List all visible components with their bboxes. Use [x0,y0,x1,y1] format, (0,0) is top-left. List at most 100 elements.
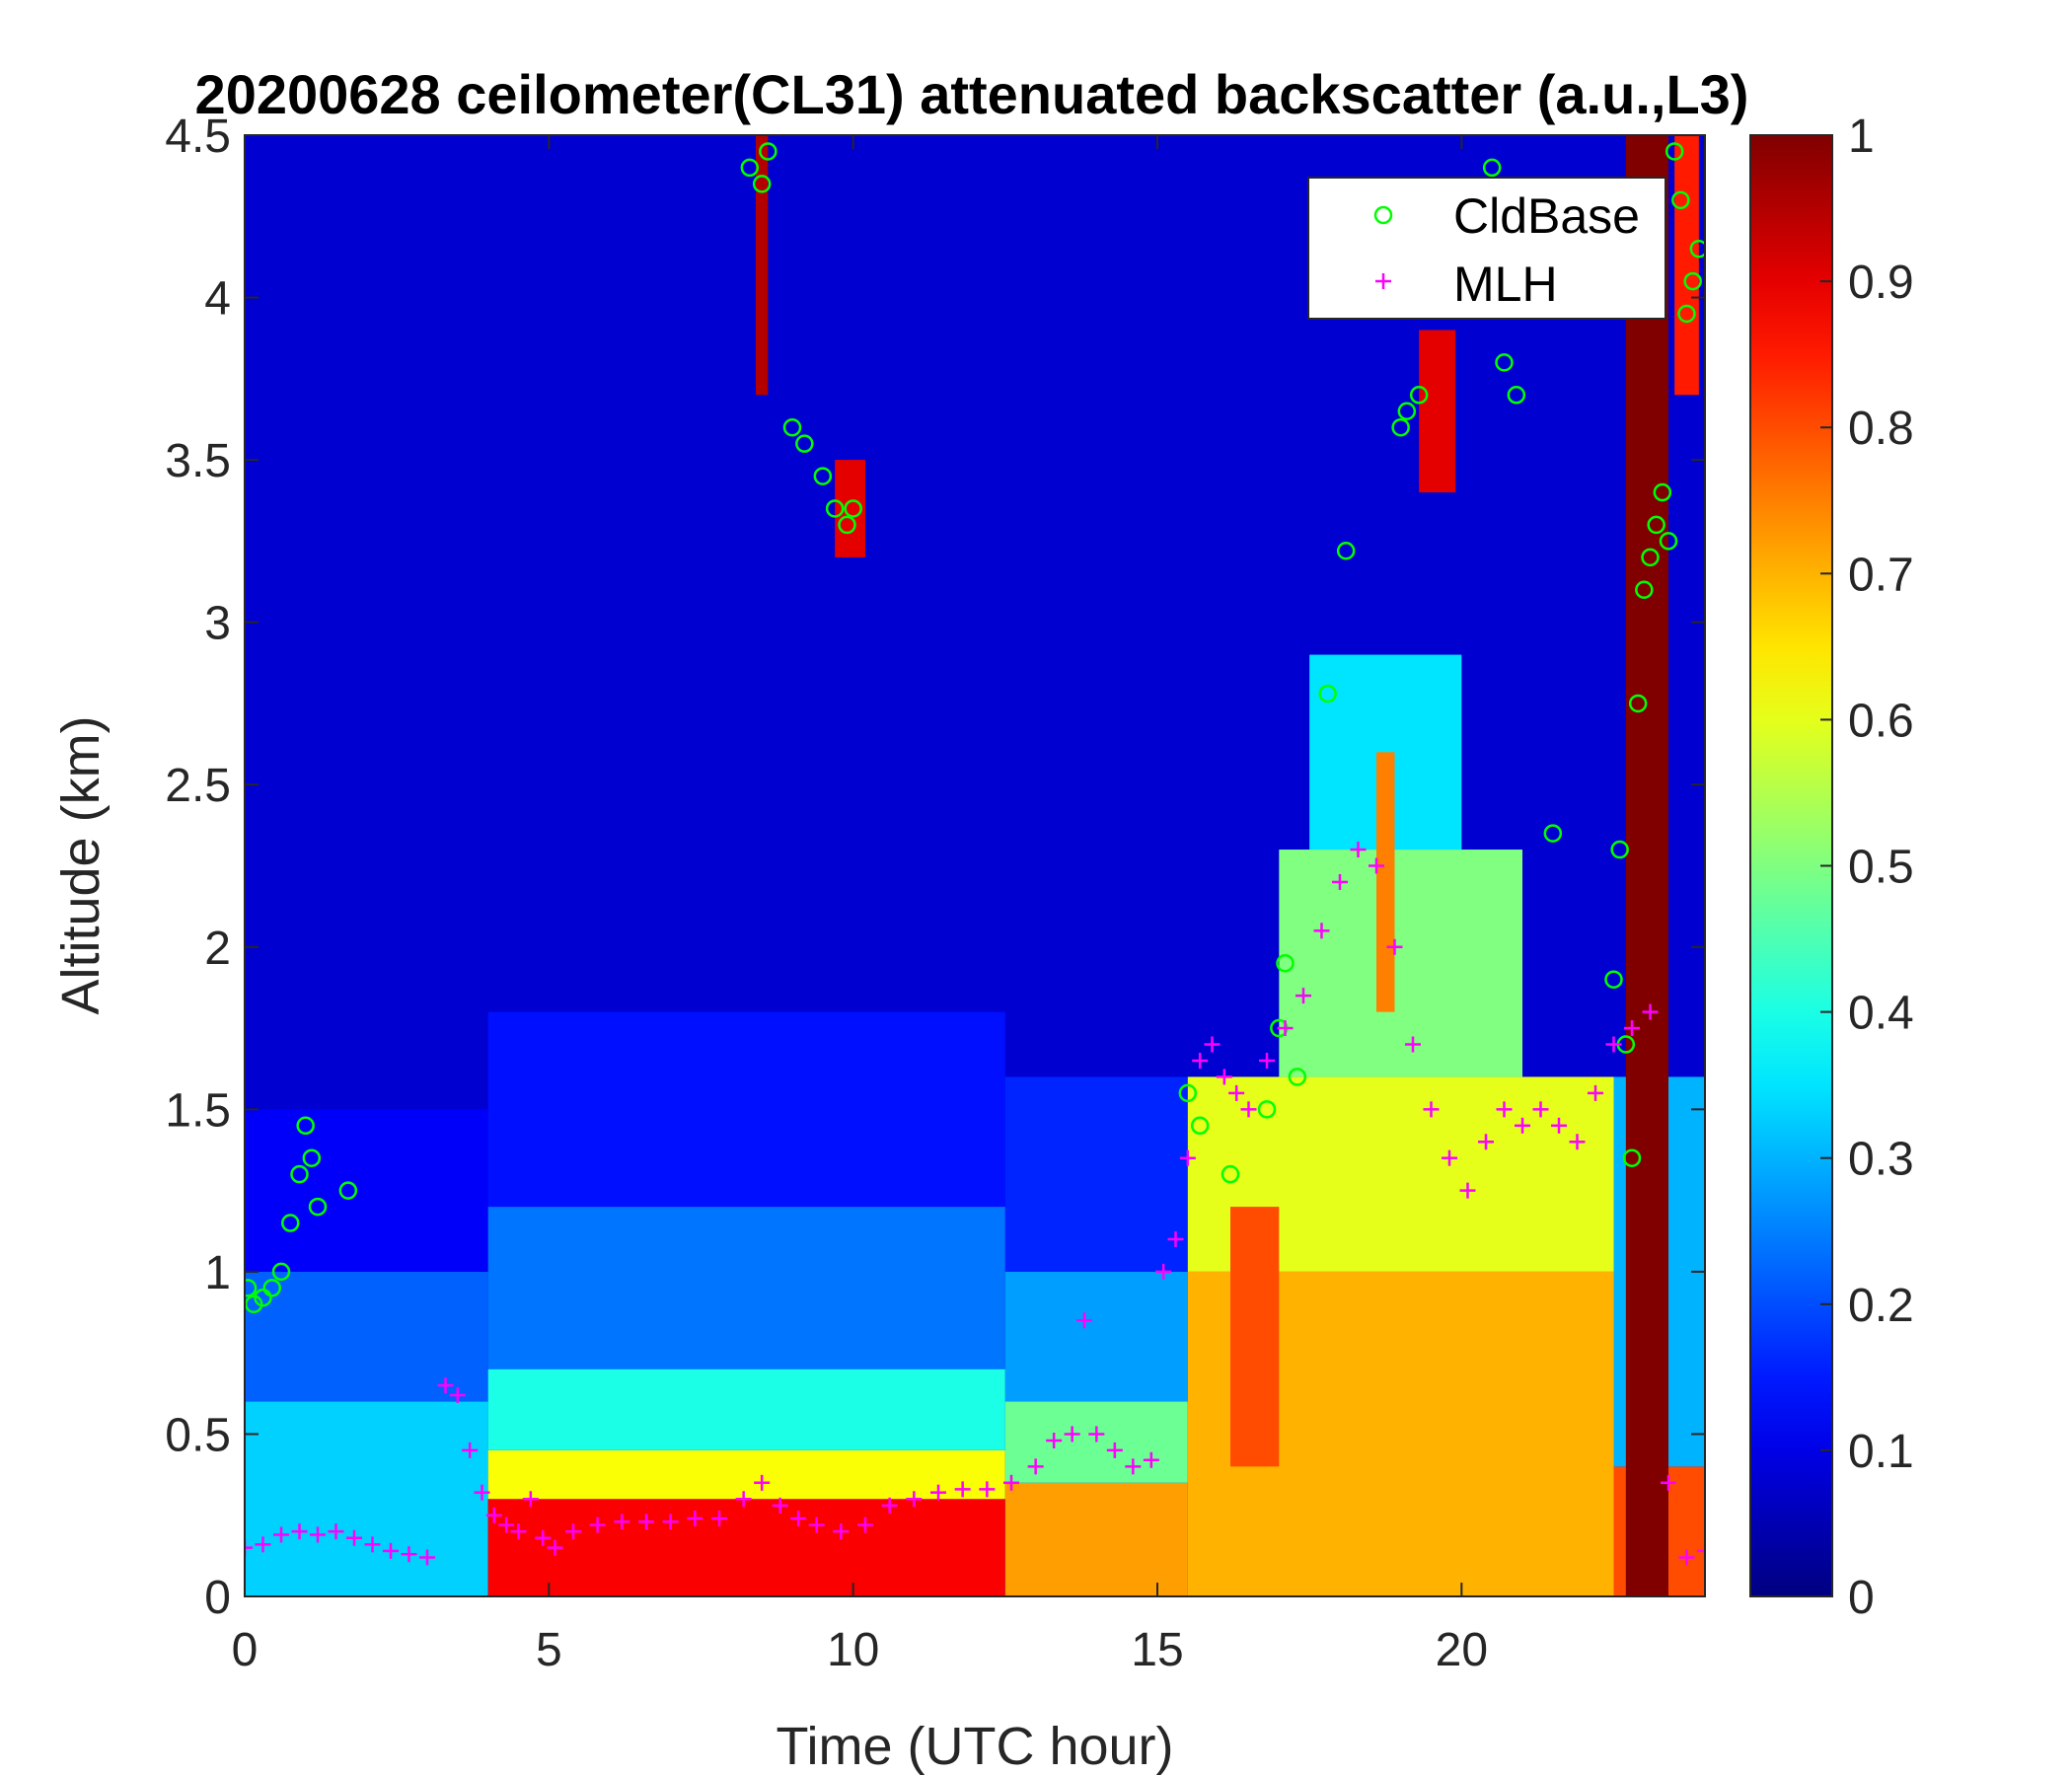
cldbase-point-19 [844,499,862,518]
heatmap-cell-18 [1625,135,1668,1596]
y-tick-label-7: 3.5 [165,435,231,487]
y-tick-label-5: 2.5 [165,760,231,812]
x-tick-label-2: 10 [827,1624,879,1676]
cldbase-point-50 [1689,239,1705,259]
heatmap-cell-6 [487,1207,1005,1369]
heatmap-cell-4 [487,1449,1005,1500]
heatmap-cell-5 [487,1369,1005,1450]
mlh-point-69 [1478,1134,1494,1150]
x-tick-label-4: 20 [1436,1624,1488,1676]
mlh-point-3 [291,1523,308,1540]
mlh-point-61 [1332,873,1348,890]
y-tick-label-6: 3 [204,598,231,650]
mlh-point-73 [1551,1117,1567,1134]
mlh-point-5 [328,1523,344,1540]
cldbase-point-46 [1665,142,1684,161]
cldbase-point-9 [308,1197,328,1217]
cldbase-point-36 [1604,970,1623,989]
mlh-point-28 [735,1491,752,1508]
mlh-point-56 [1240,1101,1257,1118]
mlh-point-58 [1277,1020,1294,1037]
mlh-point-4 [310,1526,326,1543]
colorbar-tick-label-2: 0.2 [1848,1280,1914,1332]
mlh-point-12 [449,1386,466,1403]
heatmap-cell-21 [756,135,769,396]
cldbase-point-3 [262,1279,281,1297]
plot-area [244,134,1706,1597]
colorbar-tick-label-6: 0.6 [1848,695,1914,747]
mlh-point-43 [1064,1426,1080,1443]
colorbar-gradient [1750,135,1832,1596]
legend: CldBase MLH [1307,177,1666,320]
cldbase-point-25 [1276,953,1295,973]
cldbase-point-27 [1318,684,1337,703]
y-axis-label: Altitude (km) [51,715,111,1014]
mlh-point-22 [589,1517,606,1533]
mlh-point-41 [1027,1458,1044,1475]
x-axis-label: Time (UTC hour) [776,1717,1173,1776]
mlh-point-75 [1588,1084,1603,1101]
mlh-point-8 [383,1542,399,1559]
cldbase-point-49 [1683,271,1702,291]
mlh-point-0 [245,1539,253,1556]
heatmap-cell-8 [1004,1482,1188,1596]
mlh-point-9 [401,1546,417,1563]
mlh-point-48 [1143,1451,1159,1468]
cldbase-point-8 [302,1148,322,1167]
mlh-point-29 [754,1474,771,1491]
cldbase-point-17 [825,499,845,518]
y-tick-label-0: 0 [204,1572,231,1624]
cldbase-point-34 [1507,386,1526,405]
cldbase-point-44 [1653,482,1672,502]
x-tick-label-3: 15 [1131,1624,1183,1676]
mlh-point-11 [437,1377,454,1394]
mlh-point-23 [614,1514,630,1530]
cldbase-point-37 [1610,840,1629,859]
mlh-point-33 [833,1523,850,1540]
mlh-point-65 [1405,1036,1421,1053]
mlh-point-68 [1459,1182,1476,1199]
chart-title: 20200628 ceilometer(CL31) attenuated bac… [195,63,1749,125]
cldbase-point-22 [1221,1164,1240,1184]
cldbase-point-1 [245,1295,263,1314]
mlh-point-46 [1106,1442,1123,1458]
mlh-point-37 [930,1484,946,1501]
mlh-point-72 [1532,1101,1549,1118]
cldbase-point-5 [281,1214,300,1232]
cldbase-point-35 [1543,824,1563,843]
mlh-point-10 [419,1549,435,1566]
mlh-point-77 [1624,1020,1640,1037]
heatmap-cell-23 [1419,330,1456,493]
heatmap-cells [245,135,1705,1596]
cldbase-point-21 [1190,1116,1210,1136]
x-axis: 0 5 10 15 20 [232,135,1488,1676]
mlh-point-60 [1313,923,1330,939]
mlh-point-7 [364,1536,381,1553]
mlh-point-16 [498,1517,515,1533]
heatmap-cell-9 [1004,1401,1188,1483]
cldbase-point-28 [1336,542,1356,560]
mlh-point-81 [1697,1542,1705,1559]
mlh-point-49 [1155,1263,1172,1280]
legend-cldbase-label: CldBase [1453,188,1640,244]
cldbase-point-32 [1482,158,1502,178]
cldbase-point-47 [1671,190,1690,210]
heatmap-cell-20 [1230,1207,1280,1467]
colorbar-tick-label-8: 0.8 [1848,403,1914,455]
mlh-point-66 [1423,1101,1440,1118]
heatmap-cell-10 [1004,1271,1188,1402]
colorbar-ticks: 0 0.1 0.2 0.3 0.4 0.5 0.6 0.7 0.8 0.9 1 [1820,111,1914,1624]
mlh-point-51 [1179,1149,1196,1166]
cldbase-point-16 [813,467,833,485]
legend-cldbase-marker [1373,205,1393,225]
mlh-point-80 [1678,1549,1695,1566]
cldbase-point-13 [759,142,777,161]
heatmap-cell-24 [1674,135,1699,396]
mlh-point-70 [1496,1101,1513,1118]
cldbase-point-15 [795,434,814,453]
x-tick-label-0: 0 [232,1624,259,1676]
mlh-point-18 [522,1491,539,1508]
mlh-point-63 [1369,857,1384,874]
cldbase-point-10 [338,1181,358,1200]
cldbase-point-48 [1677,304,1696,324]
